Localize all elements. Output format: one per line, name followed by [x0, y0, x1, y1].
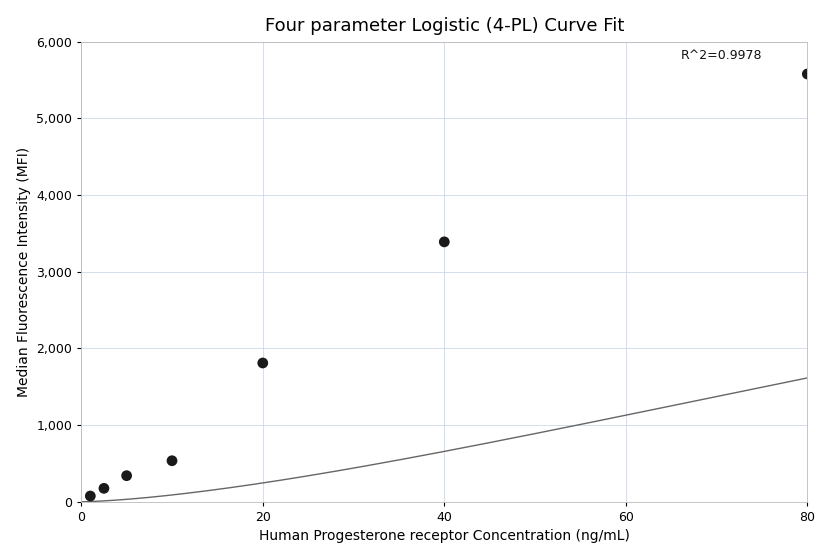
Text: R^2=0.9978: R^2=0.9978	[681, 49, 762, 62]
Point	[166, 456, 179, 465]
Point	[97, 484, 111, 493]
X-axis label: Human Progesterone receptor Concentration (ng/mL): Human Progesterone receptor Concentratio…	[259, 529, 630, 543]
Title: Four parameter Logistic (4-PL) Curve Fit: Four parameter Logistic (4-PL) Curve Fit	[265, 17, 624, 35]
Point	[120, 471, 133, 480]
Y-axis label: Median Fluorescence Intensity (MFI): Median Fluorescence Intensity (MFI)	[17, 147, 31, 397]
Point	[256, 358, 270, 367]
Point	[84, 492, 97, 501]
Point	[438, 237, 451, 246]
Point	[800, 69, 814, 78]
